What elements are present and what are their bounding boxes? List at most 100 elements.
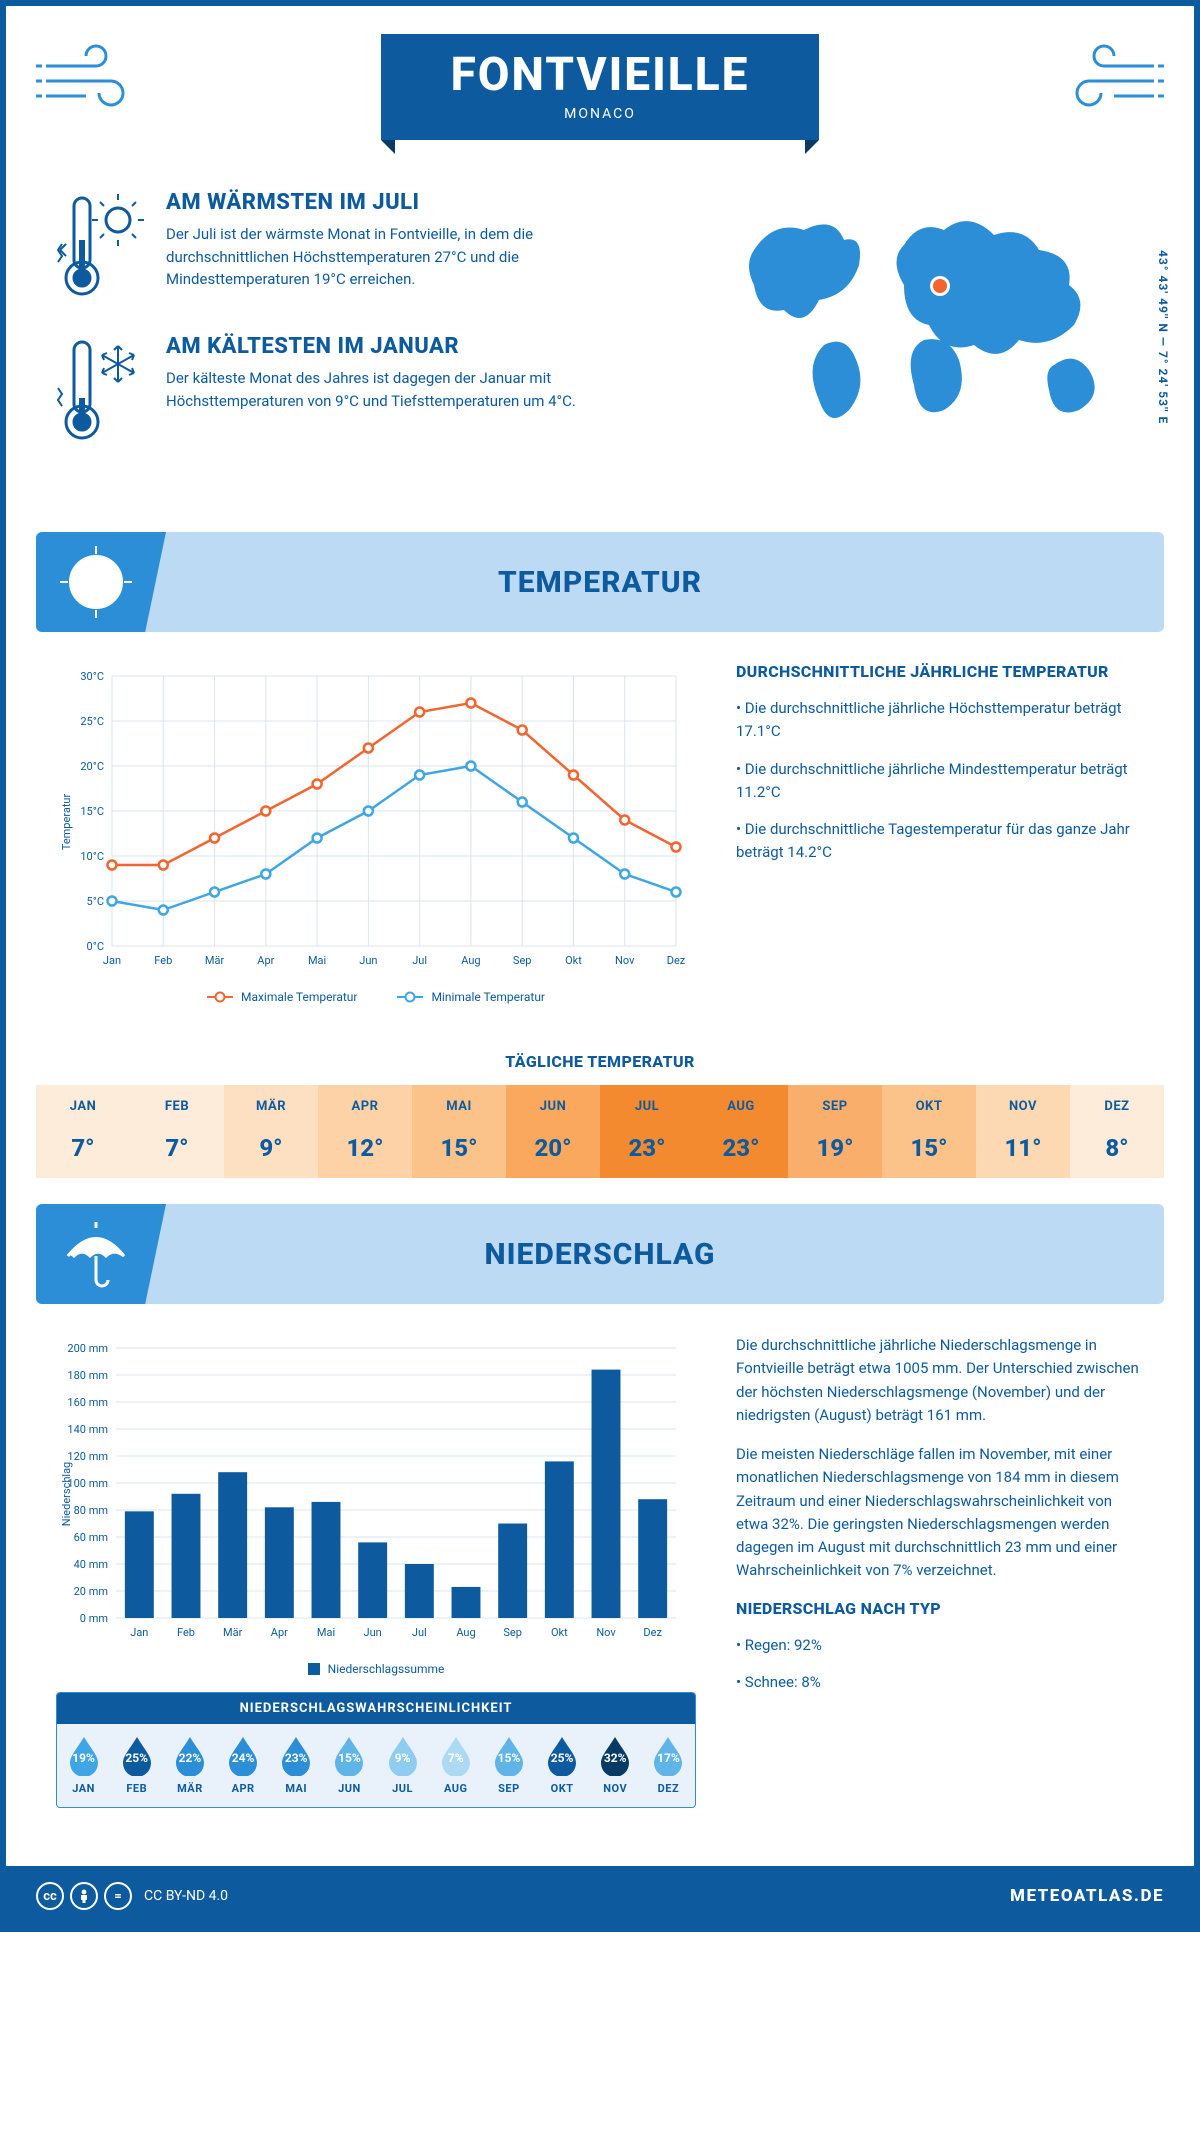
temp-value: 15° bbox=[412, 1134, 506, 1162]
drop-cell: 9% JUL bbox=[376, 1724, 429, 1807]
svg-text:Mär: Mär bbox=[205, 954, 225, 967]
raindrop-icon: 23% bbox=[275, 1734, 317, 1776]
section-banner-precip: NIEDERSCHLAG bbox=[36, 1204, 1164, 1304]
month-label: JUN bbox=[506, 1099, 600, 1114]
temp-value: 20° bbox=[506, 1134, 600, 1162]
daily-cell: FEB7° bbox=[130, 1085, 224, 1178]
temperature-summary: DURCHSCHNITTLICHE JÄHRLICHE TEMPERATUR •… bbox=[736, 662, 1144, 1004]
month-label: FEB bbox=[130, 1099, 224, 1114]
fact-content: AM WÄRMSTEN IM JULI Der Juli ist der wär… bbox=[166, 190, 586, 304]
raindrop-icon: 19% bbox=[63, 1734, 105, 1776]
svg-text:100 mm: 100 mm bbox=[67, 1477, 108, 1490]
daily-cell: SEP19° bbox=[788, 1085, 882, 1178]
daily-cell: AUG 23° bbox=[694, 1085, 788, 1178]
month-label: SEP bbox=[482, 1782, 535, 1795]
month-label: APR bbox=[318, 1099, 412, 1114]
temp-value: 23° bbox=[600, 1134, 694, 1162]
temp-value: 23° bbox=[694, 1134, 788, 1162]
svg-text:0 mm: 0 mm bbox=[80, 1612, 108, 1625]
svg-text:Feb: Feb bbox=[154, 954, 172, 967]
svg-text:180 mm: 180 mm bbox=[67, 1369, 108, 1382]
cc-icon: cc bbox=[36, 1882, 64, 1910]
svg-text:Aug: Aug bbox=[456, 1626, 475, 1639]
fact-warm: AM WÄRMSTEN IM JULI Der Juli ist der wär… bbox=[56, 190, 694, 304]
daily-cell: OKT15° bbox=[882, 1085, 976, 1178]
section-title: NIEDERSCHLAG bbox=[485, 1237, 716, 1272]
drop-cell: 15% SEP bbox=[482, 1724, 535, 1807]
thermometer-sun-icon bbox=[56, 190, 146, 304]
month-label: JUL bbox=[376, 1782, 429, 1795]
section-banner-temperature: TEMPERATUR bbox=[36, 532, 1164, 632]
svg-text:Jan: Jan bbox=[130, 1626, 148, 1639]
precip-row: 0 mm20 mm40 mm60 mm80 mm100 mm120 mm140 … bbox=[6, 1334, 1194, 1838]
probability-value: 22% bbox=[169, 1740, 211, 1776]
month-label: MAI bbox=[270, 1782, 323, 1795]
month-label: JAN bbox=[57, 1782, 110, 1795]
temp-value: 9° bbox=[224, 1134, 318, 1162]
summary-item: • Die durchschnittliche Tagestemperatur … bbox=[736, 818, 1144, 865]
raindrop-icon: 25% bbox=[541, 1734, 583, 1776]
svg-text:20°C: 20°C bbox=[80, 760, 104, 773]
month-label: MÄR bbox=[224, 1099, 318, 1114]
probability-value: 15% bbox=[488, 1740, 530, 1776]
summary-para: Die meisten Niederschläge fallen im Nove… bbox=[736, 1443, 1144, 1583]
daily-cell: MAI 15° bbox=[412, 1085, 506, 1178]
thermometer-snow-icon bbox=[56, 334, 146, 448]
probability-value: 23% bbox=[275, 1740, 317, 1776]
summary-item: • Regen: 92% bbox=[736, 1634, 1144, 1657]
probability-value: 32% bbox=[594, 1740, 636, 1776]
svg-text:10°C: 10°C bbox=[80, 850, 104, 863]
summary-item: • Die durchschnittliche jährliche Höchst… bbox=[736, 697, 1144, 744]
fact-content: AM KÄLTESTEN IM JANUAR Der kälteste Mona… bbox=[166, 334, 586, 448]
month-label: NOV bbox=[589, 1782, 642, 1795]
drop-cell: 23% MAI bbox=[270, 1724, 323, 1807]
probability-value: 9% bbox=[382, 1740, 424, 1776]
svg-text:Temperatur: Temperatur bbox=[60, 794, 73, 851]
temp-value: 11° bbox=[976, 1134, 1070, 1162]
daily-temp-grid: JAN7°FEB7°MÄR9°APR12°MAI15°JUN20°JUL23°A… bbox=[36, 1085, 1164, 1178]
legend-label: Minimale Temperatur bbox=[431, 990, 545, 1004]
svg-text:160 mm: 160 mm bbox=[67, 1396, 108, 1409]
svg-text:200 mm: 200 mm bbox=[67, 1342, 108, 1355]
drop-cell: 25% FEB bbox=[110, 1724, 163, 1807]
daily-cell: DEZ8° bbox=[1070, 1085, 1164, 1178]
precip-probability-table: NIEDERSCHLAGSWAHRSCHEINLICHKEIT 19%JAN25… bbox=[56, 1692, 696, 1808]
temperature-row: 0°C5°C10°C15°C20°C25°C30°CJanFebMärAprMa… bbox=[6, 662, 1194, 1034]
probability-value: 19% bbox=[63, 1740, 105, 1776]
drop-cell: 7%AUG bbox=[429, 1724, 482, 1807]
drop-cell: 22%MÄR bbox=[163, 1724, 216, 1807]
svg-text:Mär: Mär bbox=[223, 1626, 243, 1639]
daily-cell: JUN 20° bbox=[506, 1085, 600, 1178]
month-label: FEB bbox=[110, 1782, 163, 1795]
page: FONTVIEILLE MONACO AM WÄRMSTEN IM JULI D… bbox=[0, 0, 1200, 1932]
svg-text:Dez: Dez bbox=[643, 1626, 662, 1639]
chart-legend: Maximale Temperatur Minimale Temperatur bbox=[56, 990, 696, 1004]
svg-text:Jul: Jul bbox=[412, 954, 427, 967]
map-column: 43° 43' 49'' N — 7° 24' 53'' E bbox=[724, 190, 1144, 478]
month-label: MAI bbox=[412, 1099, 506, 1114]
table-row: 19%JAN25%FEB22%MÄR24%APR23%MAI15%JUN9%JU… bbox=[57, 1724, 695, 1807]
month-label: AUG bbox=[429, 1782, 482, 1795]
fact-cold: AM KÄLTESTEN IM JANUAR Der kälteste Mona… bbox=[56, 334, 694, 448]
temp-value: 12° bbox=[318, 1134, 412, 1162]
daily-cell: JAN7° bbox=[36, 1085, 130, 1178]
wind-icon bbox=[36, 36, 146, 116]
legend-item: Niederschlagssumme bbox=[308, 1662, 445, 1676]
month-label: JUN bbox=[323, 1782, 376, 1795]
month-label: OKT bbox=[882, 1099, 976, 1114]
section-title: TEMPERATUR bbox=[498, 565, 702, 600]
month-label: AUG bbox=[694, 1099, 788, 1114]
svg-text:80 mm: 80 mm bbox=[74, 1504, 108, 1517]
drop-cell: 17%DEZ bbox=[642, 1724, 695, 1807]
svg-text:Dez: Dez bbox=[667, 954, 686, 967]
raindrop-icon: 9% bbox=[382, 1734, 424, 1776]
svg-text:40 mm: 40 mm bbox=[74, 1558, 108, 1571]
license-block: cc = CC BY-ND 4.0 bbox=[36, 1882, 228, 1910]
svg-text:Niederschlag: Niederschlag bbox=[60, 1462, 73, 1526]
world-map-icon bbox=[724, 190, 1144, 450]
coordinates: 43° 43' 49'' N — 7° 24' 53'' E bbox=[1156, 250, 1170, 424]
summary-list: • Regen: 92% • Schnee: 8% bbox=[736, 1634, 1144, 1695]
svg-text:Aug: Aug bbox=[461, 954, 480, 967]
summary-item: • Schnee: 8% bbox=[736, 1671, 1144, 1694]
raindrop-icon: 25% bbox=[116, 1734, 158, 1776]
